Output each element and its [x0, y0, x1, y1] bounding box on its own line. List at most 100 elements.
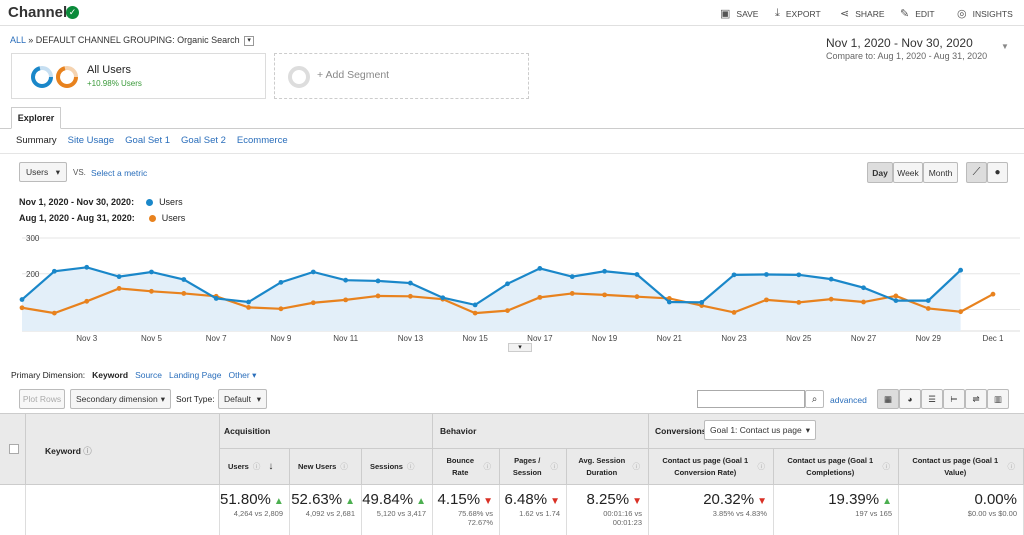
column-header-avg-session-duration[interactable]: Avg. Session Duration ⓘ — [567, 449, 649, 485]
subnav-goal-set-2[interactable]: Goal Set 2 — [181, 135, 226, 146]
previous-point — [958, 309, 964, 315]
column-header-contact-us-page-goal-1-conversion-rate-[interactable]: Contact us page (Goal 1 Conversion Rate)… — [649, 449, 774, 485]
search-button[interactable]: ⌕ — [805, 390, 824, 408]
conversions-group-label: Conversions — [655, 426, 707, 436]
dimension-landing-page[interactable]: Landing Page — [169, 370, 222, 380]
keyword-header-cell — [25, 413, 220, 485]
plot-rows-button[interactable]: Plot Rows — [19, 389, 65, 409]
grid-icon: ▦ — [883, 393, 893, 404]
help-icon: ⓘ — [483, 462, 492, 471]
pie-view-button[interactable]: ◕ — [899, 389, 921, 409]
table-search-input[interactable] — [697, 390, 805, 408]
current-point — [181, 277, 187, 282]
dimension-keyword[interactable]: Keyword — [92, 370, 129, 380]
secondary-dimension-select[interactable]: Secondary dimension ▾ — [70, 389, 171, 409]
line-chart-view-button[interactable]: ⟋ — [966, 162, 987, 183]
week-button[interactable]: Week — [893, 162, 923, 183]
subnav-goal-set-1[interactable]: Goal Set 1 — [125, 135, 171, 146]
save-button[interactable]: ▣ SAVE — [720, 7, 758, 20]
total-cell: 52.63% ▲ 4,092 vs 2,681 — [290, 485, 362, 535]
dimension-source[interactable]: Source — [135, 370, 162, 380]
select-metric-link[interactable]: Select a metric — [91, 168, 148, 178]
columns-icon: ▥ — [993, 393, 1003, 404]
breadcrumb-dropdown-icon[interactable]: ▾ — [244, 35, 255, 46]
column-header-sessions[interactable]: Sessions ⓘ — [362, 449, 433, 485]
sort-type-label: Sort Type: — [176, 394, 215, 404]
search-icon: ⌕ — [811, 393, 818, 405]
subnav-summary[interactable]: Summary — [16, 135, 57, 146]
breadcrumb-separator: » — [28, 35, 34, 45]
total-change-value: 51.80% ▲ — [220, 491, 284, 508]
add-segment-button[interactable]: + Add Segment — [274, 53, 529, 99]
insights-button[interactable]: ◎ INSIGHTS — [957, 7, 1013, 20]
edit-pencil-icon: ✎ — [900, 8, 910, 20]
comparison-view-button[interactable]: ⊨ — [943, 389, 965, 409]
keyword-column-header[interactable]: Keyword ⓘ — [45, 445, 92, 457]
total-comparison-value: 1.62 vs 1.74 — [519, 509, 560, 518]
y-tick-label: 200 — [26, 270, 40, 279]
insights-label: INSIGHTS — [972, 8, 1013, 19]
sort-arrow-icon: ↓ — [268, 461, 274, 472]
help-icon: ⓘ — [340, 462, 348, 471]
bars-icon: ☰ — [928, 393, 936, 404]
help-icon: ⓘ — [1007, 462, 1016, 471]
table-header — [0, 413, 1024, 485]
goal-select[interactable]: Goal 1: Contact us page ▾ — [704, 420, 816, 440]
column-header-bounce-rate[interactable]: Bounce Rate ⓘ — [433, 449, 500, 485]
total-change-value: 4.15% ▼ — [437, 491, 493, 508]
up-arrow-icon: ▲ — [345, 496, 355, 507]
primary-dimension-label: Primary Dimension: — [11, 370, 86, 380]
x-tick-label: Nov 25 — [786, 334, 812, 343]
vs-label: VS. — [73, 168, 86, 177]
edit-button[interactable]: ✎ EDIT — [900, 7, 935, 20]
column-header-contact-us-page-goal-1-completions-[interactable]: Contact us page (Goal 1 Completions) ⓘ — [774, 449, 899, 485]
column-header-pages-session[interactable]: Pages / Session ⓘ — [500, 449, 567, 485]
total-change-value: 0.00% — [974, 491, 1017, 508]
metric-select[interactable]: Users ▾ — [19, 162, 67, 182]
motion-chart-view-button[interactable]: ● — [987, 162, 1008, 183]
chevron-down-icon: ▾ — [55, 166, 60, 177]
term-cloud-view-button[interactable]: ⇌ — [965, 389, 987, 409]
date-range[interactable]: Nov 1, 2020 - Nov 30, 2020 — [826, 36, 973, 50]
share-button[interactable]: ⋖ SHARE — [840, 7, 885, 20]
add-segment-label: + Add Segment — [317, 69, 390, 81]
segment-all-users[interactable]: All Users +10.98% Users — [11, 53, 266, 99]
x-tick-label: Nov 27 — [851, 334, 877, 343]
tab-explorer[interactable]: Explorer — [11, 107, 61, 129]
x-tick-label: Nov 3 — [76, 334, 97, 343]
current-point — [925, 298, 931, 303]
previous-point — [634, 294, 640, 300]
dimension-other[interactable]: Other ▾ — [228, 370, 257, 380]
performance-view-button[interactable]: ☰ — [921, 389, 943, 409]
sort-type-select[interactable]: Default ▾ — [218, 389, 267, 409]
total-comparison-value: 75.68% vs 72.67% — [457, 509, 493, 527]
current-point — [764, 272, 769, 277]
breadcrumb-all-link[interactable]: ALL — [10, 35, 26, 45]
total-comparison-value: 4,092 vs 2,681 — [305, 509, 355, 518]
column-header-new-users[interactable]: New Users ⓘ — [290, 449, 362, 485]
primary-dimension-bar: Primary Dimension: Keyword Source Landin… — [11, 370, 256, 381]
subnav-ecommerce[interactable]: Ecommerce — [236, 135, 288, 146]
segment-change: +10.98% Users — [87, 79, 142, 88]
add-segment-circle-icon — [288, 66, 310, 88]
date-dropdown-icon[interactable]: ▼ — [1001, 42, 1009, 51]
subnav-site-usage[interactable]: Site Usage — [67, 135, 115, 146]
pivot-view-button[interactable]: ▥ — [987, 389, 1009, 409]
help-icon: ⓘ — [882, 462, 891, 471]
total-change-value: 49.84% ▲ — [362, 491, 426, 508]
x-tick-label: Nov 7 — [206, 334, 227, 343]
help-icon: ⓘ — [757, 462, 766, 471]
export-button[interactable]: ⤓ EXPORT — [775, 7, 821, 20]
column-header-users[interactable]: Users ⓘ ↓ — [220, 449, 290, 485]
month-button[interactable]: Month — [923, 162, 958, 183]
advanced-search-link[interactable]: advanced — [830, 395, 867, 405]
column-header-label: Contact us page (Goal 1 Completions) — [787, 456, 874, 477]
x-tick-label: Nov 21 — [657, 334, 683, 343]
select-all-checkbox[interactable] — [9, 444, 19, 454]
data-table-view-button[interactable]: ▦ — [877, 389, 899, 409]
previous-point — [84, 298, 90, 304]
day-button[interactable]: Day — [867, 162, 893, 183]
column-header-contact-us-page-goal-1-value-[interactable]: Contact us page (Goal 1 Value) ⓘ — [899, 449, 1024, 485]
compare-range[interactable]: Compare to: Aug 1, 2020 - Aug 31, 2020 — [826, 51, 987, 61]
chart-collapse-handle[interactable]: ▾ — [508, 343, 532, 352]
